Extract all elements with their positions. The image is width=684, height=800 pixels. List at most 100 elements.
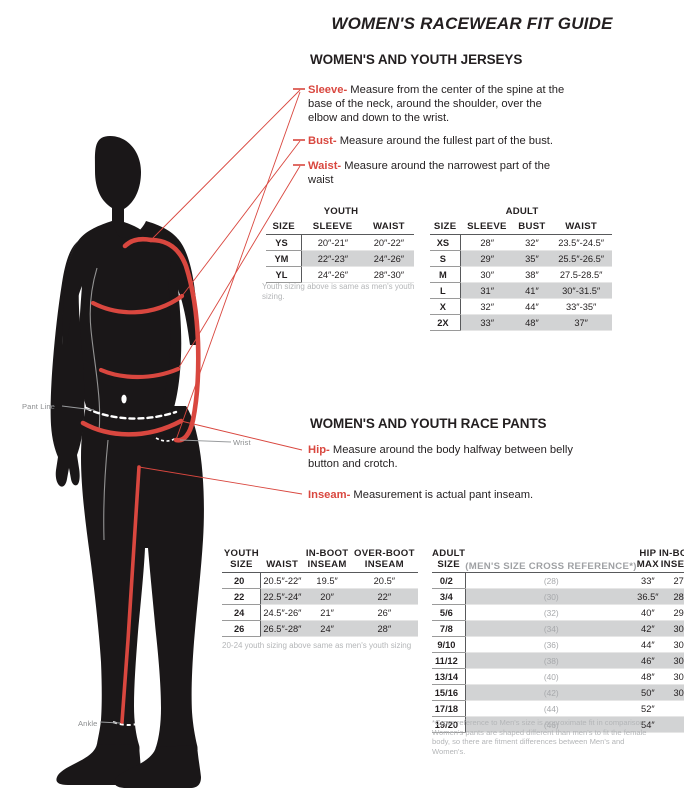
cell-value: (34): [465, 620, 637, 637]
table-youth-pants: YOUTH SIZE WAIST IN-BOOT INSEAM OVER-BOO…: [222, 548, 418, 637]
cell-value: 41″: [513, 282, 551, 299]
cell-value: 26.5″-28″: [260, 620, 304, 637]
table-header-row: YOUTH SIZE WAIST IN-BOOT INSEAM OVER-BOO…: [222, 548, 418, 573]
waist-measure-band: [98, 366, 181, 380]
body-contour-lines: [89, 267, 109, 541]
cell-value: 38″: [513, 266, 551, 283]
col-sleeve: SLEEVE: [301, 217, 364, 235]
cell-value: 24″-26″: [301, 266, 364, 283]
cell-value: 31″: [460, 282, 514, 299]
cell-size: S: [430, 250, 461, 267]
cell-value: 20″-22″: [363, 234, 414, 251]
table-row: XS 28″ 32″ 23.5″-24.5″: [430, 234, 612, 251]
table-youth-jersey: YOUTH SIZE SLEEVE WAIST YS 20″-21″ 20″-22″…: [266, 206, 414, 283]
col-cross-reference: (MEN'S SIZE CROSS REFERENCE*): [465, 549, 637, 573]
callout-sleeve-text: Measure from the center of the spine at …: [308, 84, 565, 125]
cell-value: 44″: [513, 298, 551, 315]
table-row: 22 22.5″-24″ 20″ 22″: [222, 588, 418, 605]
cell-value: 32″: [460, 298, 514, 315]
callout-waist: Waist- Measure around the narrowest part…: [308, 159, 558, 187]
cell-value: 40″: [636, 604, 659, 621]
cell-size: 11/12: [432, 652, 466, 669]
cell-value: (44): [465, 700, 637, 717]
cell-size: 26: [222, 620, 262, 637]
col-bust: BUST: [513, 217, 551, 235]
female-body-silhouette: [50, 136, 204, 788]
cell-size: 9/10: [432, 636, 466, 653]
col-inboot-inseam: IN-BOOT INSEAM: [303, 548, 351, 573]
cell-value: 44″: [636, 636, 659, 653]
label-ankle: Ankle: [78, 719, 98, 728]
col-size: ADULT SIZE: [432, 548, 466, 573]
table-group-label: YOUTH: [323, 206, 359, 217]
sleeve-measure-band: [148, 237, 201, 443]
cell-size: 20: [222, 572, 262, 589]
cell-size: 3/4: [432, 588, 466, 605]
cell-size: X: [430, 298, 461, 315]
cell-size: 24: [222, 604, 262, 621]
table-adult-jersey: ADULT SIZE SLEEVE BUST WAIST XS 28″ 32″ 23.…: [430, 206, 612, 331]
label-pant-line: Pant Line: [22, 402, 55, 411]
cell-value: 52″: [636, 700, 659, 717]
cell-size: M: [430, 266, 461, 283]
cell-value: 28″: [350, 620, 418, 637]
cell-value: 20″: [303, 588, 351, 605]
callout-waist-text: Measure around the narrowest part of the…: [308, 160, 551, 187]
table-row: 24 24.5″-26″ 21″ 26″: [222, 604, 418, 621]
col-waist: WAIST: [260, 549, 304, 573]
footnote-youth-jersey: Youth sizing above is same as men's yout…: [262, 282, 415, 301]
cell-size: 0/2: [432, 572, 466, 589]
callout-bust: Bust- Measure around the fullest part of…: [308, 134, 578, 148]
table-body: XS 28″ 32″ 23.5″-24.5″ S 29″ 35″ 25.5″-26.5″ M 30…: [430, 234, 612, 331]
sleeve-shoulder-band: [122, 236, 154, 249]
cell-value: 20.5″-22″: [260, 572, 304, 589]
footnote-youth-pants: 20-24 youth sizing above same as men's y…: [222, 641, 412, 650]
callout-inseam: Inseam- Measurement is actual pant insea…: [308, 488, 576, 502]
wrist-line-dashed: [155, 437, 177, 442]
cell-value: (28): [465, 572, 637, 589]
leader-wrist: [179, 439, 232, 443]
table-row: S 29″ 35″ 25.5″-26.5″: [430, 250, 612, 267]
cell-value: 21″: [303, 604, 351, 621]
inseam-measure-band: [120, 465, 141, 724]
callout-sleeve-dash: -: [343, 84, 348, 96]
cell-value: 30″: [658, 684, 684, 701]
col-size: SIZE: [266, 217, 302, 235]
table-row: 2X 33″ 48″ 37″: [430, 314, 612, 331]
cell-value: 27.5-28.5″: [550, 266, 612, 283]
table-row: 11/12(38)46″30″33″: [432, 652, 684, 669]
cell-size: 13/14: [432, 668, 466, 685]
cell-value: 36.5″: [636, 588, 659, 605]
cell-size: 5/6: [432, 604, 466, 621]
cell-size: L: [430, 282, 461, 299]
table-row: X 32″ 44″ 33″-35″: [430, 298, 612, 315]
cell-value: 30″: [658, 636, 684, 653]
cell-size: YL: [266, 266, 302, 283]
col-inboot-inseam: IN-BOOT INSEAM: [658, 548, 684, 573]
cell-value: (36): [465, 636, 637, 653]
cell-value: 22″: [350, 588, 418, 605]
table-group-label: ADULT: [432, 548, 466, 559]
callout-inseam-text: Measurement is actual pant inseam.: [350, 489, 534, 501]
cell-size: 7/8: [432, 620, 466, 637]
table-row: 5/6(32)40″29″31″: [432, 604, 684, 621]
table-row: 26 26.5″-28″ 24″ 28″: [222, 620, 418, 637]
col-size-label: SIZE: [230, 558, 253, 570]
cell-value: 22.5″-24″: [260, 588, 304, 605]
cell-value: 29″: [658, 604, 684, 621]
section-title-jerseys: WOMEN'S AND YOUTH JERSEYS: [310, 52, 523, 67]
cell-size: 19/20: [432, 716, 466, 733]
table-row: YL 24″-26″ 28″-30″: [266, 266, 414, 283]
callout-bust-text: Measure around the fullest part of the b…: [336, 135, 554, 147]
cell-value: 30″: [658, 668, 684, 685]
cell-value: 35″: [513, 250, 551, 267]
cell-value: 50″: [636, 684, 659, 701]
table-row: 17/18(44)52″33″: [432, 700, 684, 717]
table-row: 9/10(36)44″30″32″: [432, 636, 684, 653]
cell-value: 20″-21″: [301, 234, 364, 251]
navel-marker: [121, 394, 127, 404]
cell-value: 30″: [460, 266, 514, 283]
table-row: 3/4(30)36.5″28″31″: [432, 588, 684, 605]
callout-hip-text: Measure around the body halfway between …: [308, 444, 573, 471]
anatomy-leader-lines: [61, 405, 232, 724]
